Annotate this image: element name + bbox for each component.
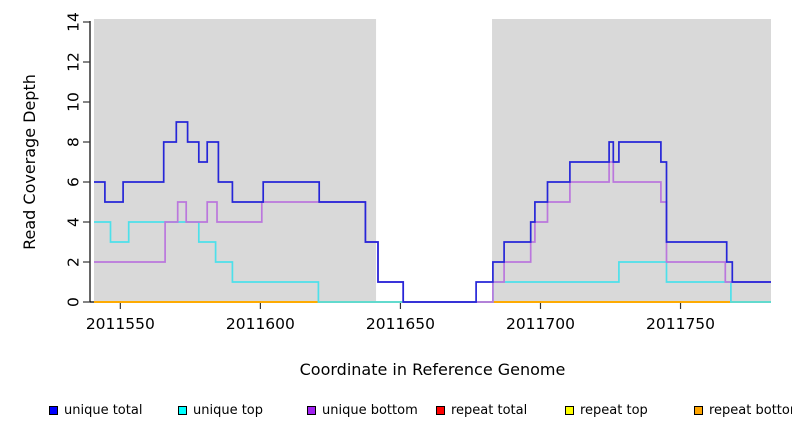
x-tick-label: 2011600 [226, 315, 295, 333]
legend-label: unique top [193, 402, 264, 418]
x-tick-label: 2011700 [506, 315, 575, 333]
legend-item-unique-top: unique top [178, 401, 263, 419]
y-tick-label: 4 [65, 217, 83, 227]
y-axis-title: Read Coverage Depth [20, 74, 39, 250]
legend-swatch-repeat-top [565, 405, 574, 415]
y-tick-label: 6 [65, 177, 83, 187]
y-tick-label: 14 [65, 12, 83, 32]
legend-swatch-repeat-total [436, 405, 445, 415]
y-tick-label: 0 [65, 297, 83, 307]
legend-swatch-unique-top [178, 405, 187, 415]
shaded-region [94, 19, 377, 302]
x-tick-label: 2011750 [646, 315, 715, 333]
legend-swatch-unique-total [49, 405, 58, 415]
series-unique-top [94, 221, 771, 303]
x-axis-title: Coordinate in Reference Genome [299, 360, 566, 379]
series-unique-total [94, 121, 771, 303]
y-tick-label: 12 [65, 52, 83, 72]
legend-item-unique-total: unique total [49, 401, 142, 419]
plot-svg: 2011550 2011600 2011650 2011700 2011750 0 2 4 6 8… [65, 12, 771, 333]
legend-label: repeat top [580, 402, 648, 418]
legend-label: repeat total [451, 402, 528, 418]
legend-label: repeat bottom [709, 402, 792, 418]
legend-item-repeat-top: repeat top [565, 401, 648, 419]
legend-swatch-repeat-bottom [694, 405, 703, 415]
x-tick-label: 2011650 [366, 315, 435, 333]
legend-item-repeat-total: repeat total [436, 401, 527, 419]
shaded-region [492, 19, 771, 302]
y-tick-label: 10 [65, 92, 83, 112]
legend-item-repeat-bottom: repeat bottom [694, 401, 792, 419]
y-tick-label: 8 [65, 137, 83, 147]
x-tick-label: 2011550 [86, 315, 155, 333]
legend-label: unique bottom [322, 402, 418, 418]
legend-item-unique-bottom: unique bottom [307, 401, 418, 419]
legend-label: unique total [64, 402, 143, 418]
y-tick-label: 2 [65, 257, 83, 267]
legend: unique total unique top unique bottom repea… [0, 401, 792, 423]
legend-swatch-unique-bottom [307, 405, 316, 415]
series-unique-bottom [94, 161, 771, 303]
